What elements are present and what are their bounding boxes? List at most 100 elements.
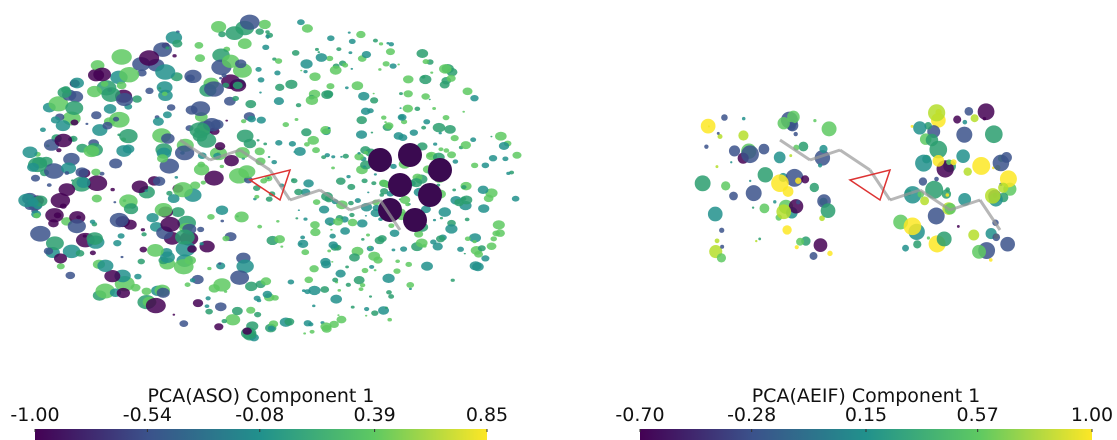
density-blob	[352, 81, 364, 90]
density-blob	[179, 320, 188, 327]
density-blob	[328, 241, 337, 248]
density-blob	[302, 24, 313, 32]
density-blob	[161, 133, 175, 143]
density-blob	[326, 83, 334, 89]
density-blob	[741, 145, 759, 163]
density-blob	[423, 119, 430, 124]
density-blob	[379, 42, 383, 45]
density-blob	[242, 328, 251, 335]
density-blob	[65, 272, 75, 279]
density-blob	[465, 236, 471, 241]
colorbar	[35, 429, 487, 440]
density-blob	[359, 287, 364, 291]
density-blob	[76, 167, 89, 177]
density-blob	[822, 121, 837, 136]
density-blob	[902, 245, 909, 252]
density-blob	[956, 149, 970, 163]
density-blob	[276, 220, 279, 223]
density-blob	[409, 288, 412, 290]
density-blob	[989, 258, 993, 262]
density-blob	[318, 51, 321, 53]
density-blob	[362, 268, 369, 273]
density-blob	[70, 78, 84, 89]
density-blob	[717, 132, 720, 135]
density-blob	[360, 283, 365, 287]
density-blob	[701, 119, 716, 134]
density-blob	[758, 237, 761, 240]
density-blob	[215, 302, 227, 311]
density-blob	[124, 203, 138, 214]
density-blob	[421, 262, 433, 271]
density-blob	[348, 201, 354, 205]
density-blob	[356, 116, 367, 124]
bond	[850, 170, 890, 200]
density-blob	[489, 155, 497, 161]
density-blob	[387, 318, 392, 322]
density-blob	[142, 288, 152, 295]
density-blob	[113, 117, 119, 122]
density-blob	[285, 80, 297, 89]
density-blob	[462, 111, 465, 113]
density-blob	[928, 208, 945, 225]
density-blob	[51, 116, 60, 123]
density-blob	[153, 177, 165, 186]
density-blob	[421, 126, 426, 130]
density-blob	[304, 289, 310, 294]
density-blob	[393, 268, 400, 274]
density-blob	[933, 155, 945, 167]
density-blob	[447, 151, 456, 158]
tick-label: -0.54	[123, 404, 172, 426]
density-blob	[330, 66, 342, 75]
density-blob	[439, 132, 442, 135]
density-blob	[87, 86, 102, 97]
density-blob	[373, 257, 382, 264]
tick-label: 1.00	[1071, 404, 1113, 426]
density-blob	[266, 196, 273, 201]
density-blob	[721, 181, 730, 190]
density-blob	[478, 204, 489, 213]
density-blob	[141, 228, 145, 231]
density-blob	[418, 183, 442, 207]
density-blob	[971, 114, 979, 122]
density-blob	[336, 177, 346, 184]
density-blob	[730, 161, 732, 163]
density-blob	[214, 323, 223, 330]
density-blob	[187, 245, 197, 252]
density-blob	[303, 332, 306, 334]
density-blob	[138, 259, 145, 265]
density-blob	[44, 247, 53, 254]
density-blob	[796, 238, 804, 246]
density-blob	[436, 235, 445, 242]
density-blob	[92, 195, 102, 203]
density-blob	[349, 39, 356, 44]
density-blob	[945, 187, 950, 192]
density-blob	[386, 42, 389, 44]
density-blob	[117, 133, 120, 136]
density-blob	[274, 97, 284, 105]
density-blob	[399, 92, 403, 95]
density-blob	[174, 259, 194, 274]
density-blob	[810, 252, 818, 260]
density-blob	[719, 228, 724, 233]
density-blob	[388, 173, 412, 197]
density-blob	[963, 120, 968, 125]
density-blob	[326, 56, 333, 61]
density-blob	[992, 233, 1000, 241]
density-blob	[404, 90, 413, 97]
density-blob	[374, 269, 377, 271]
density-blob	[937, 231, 952, 246]
density-blob	[300, 70, 302, 72]
density-blob	[346, 283, 351, 287]
density-blob	[403, 75, 414, 83]
density-blob	[349, 253, 360, 261]
density-blob	[329, 223, 333, 226]
density-blob	[189, 122, 210, 138]
density-blob	[427, 153, 433, 158]
density-blob	[403, 105, 413, 113]
density-blob	[238, 38, 252, 49]
density-blob	[381, 116, 386, 120]
density-blob	[172, 54, 176, 57]
density-blob	[312, 147, 320, 153]
density-blob	[328, 127, 331, 129]
density-blob	[110, 213, 129, 227]
